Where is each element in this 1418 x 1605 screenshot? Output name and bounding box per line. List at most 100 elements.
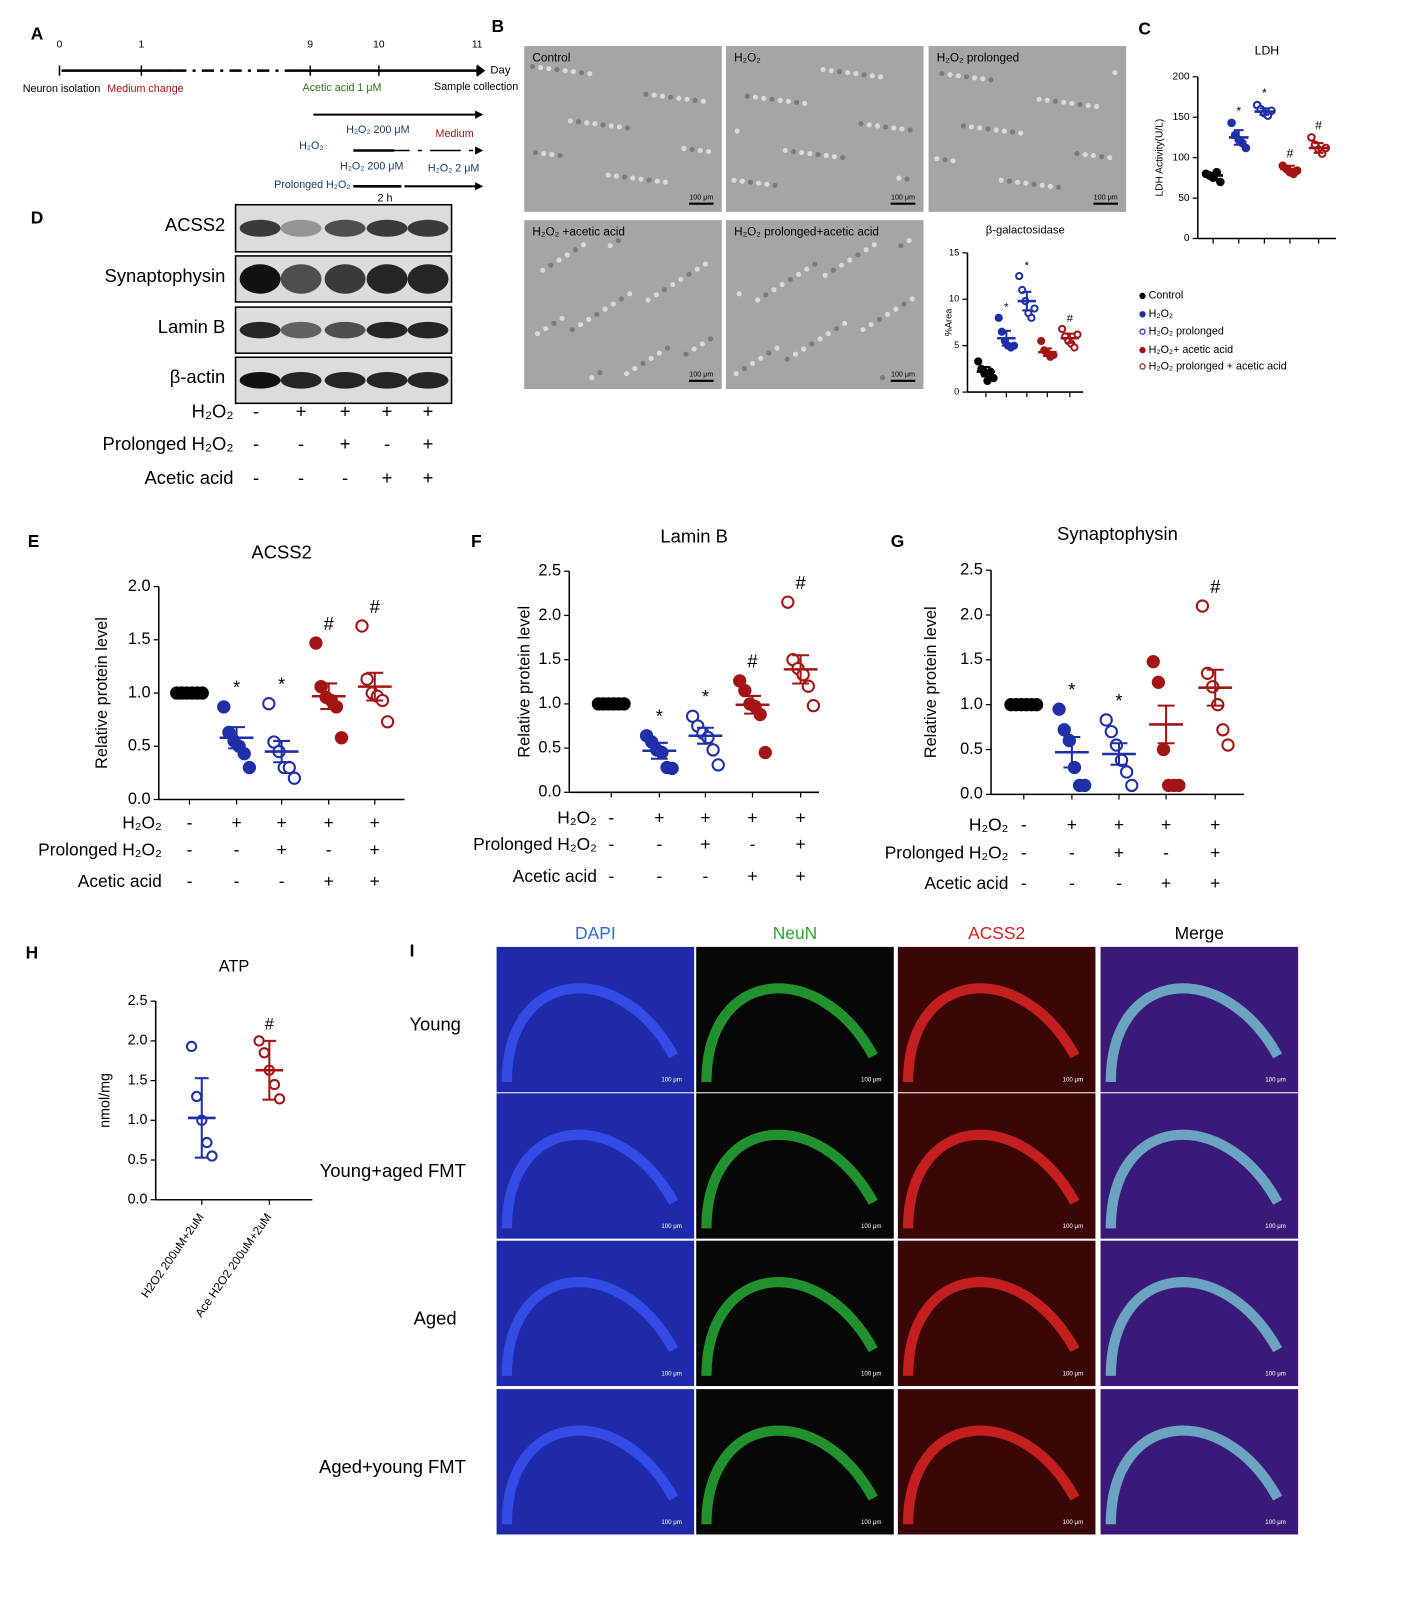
data-point <box>994 313 1003 322</box>
data-point <box>268 1078 281 1091</box>
fluorescence-image <box>897 1240 1096 1387</box>
condition-sign: - <box>253 400 259 421</box>
scale-label: 100 μm <box>891 371 915 379</box>
cell <box>616 124 622 130</box>
cell <box>575 119 582 125</box>
scale-label: 100 μm <box>891 193 915 201</box>
condition-sign: - <box>187 839 193 859</box>
cell <box>885 311 891 317</box>
condition-label: Acetic acid <box>144 467 233 488</box>
y-tick-label: 15 <box>949 247 959 257</box>
cell <box>874 123 880 129</box>
cell <box>969 124 975 130</box>
condition-sign: + <box>382 400 393 421</box>
cell <box>749 360 756 366</box>
y-tick-label: 1.5 <box>538 650 561 668</box>
tissue-layer <box>701 1425 878 1525</box>
data-point <box>706 743 720 757</box>
data-point <box>380 715 395 729</box>
cell <box>699 341 705 347</box>
scale-label: 100 μm <box>689 193 713 201</box>
cell <box>988 77 994 83</box>
cell <box>823 153 829 159</box>
cell <box>700 98 706 104</box>
cell <box>812 261 818 267</box>
data-point <box>1104 724 1118 739</box>
x-tick-label: Ace H2O2 200uM+2uM <box>193 1211 274 1319</box>
y-tick-label: 2.5 <box>960 561 983 579</box>
condition-label: Acetic acid <box>78 871 162 891</box>
cell <box>578 70 585 76</box>
cell <box>1069 100 1075 106</box>
cell <box>896 175 902 181</box>
cell <box>836 69 843 75</box>
scale-label: 100 μm <box>661 1223 682 1230</box>
cell <box>681 145 687 151</box>
timeline-day: 9 <box>307 40 313 51</box>
data-point <box>273 1093 286 1105</box>
cell <box>893 306 899 312</box>
cell <box>564 252 570 258</box>
cell <box>909 296 915 302</box>
band <box>324 321 366 339</box>
y-tick-label: 0.5 <box>128 1152 148 1168</box>
cell <box>733 371 739 377</box>
cell <box>1044 97 1050 103</box>
cell <box>670 282 676 288</box>
chart-title: Lamin B <box>660 525 728 546</box>
cell <box>934 156 940 162</box>
data-point <box>1156 742 1171 757</box>
cell <box>662 179 669 185</box>
condition-sign: + <box>796 834 806 854</box>
micrograph-label: H₂O₂ prolonged <box>937 51 1019 64</box>
y-axis-label: LDH Activity(U/L) <box>1155 119 1166 197</box>
fluorescence-image <box>897 1093 1096 1239</box>
cell <box>734 128 740 134</box>
cell <box>771 287 777 293</box>
cell <box>828 68 834 74</box>
cell <box>664 345 671 351</box>
fluorescence-image <box>1100 1389 1299 1535</box>
legend-label: H₂O₂+ acetic acid <box>1149 344 1233 356</box>
cell <box>548 262 554 268</box>
y-tick-label: 2.5 <box>128 993 148 1009</box>
cell <box>605 172 611 178</box>
significance-mark: * <box>278 674 285 695</box>
data-point <box>1307 133 1316 142</box>
data-point <box>1120 765 1134 779</box>
cell <box>556 257 562 263</box>
cell <box>656 350 662 356</box>
band <box>280 219 322 237</box>
cell <box>1074 150 1080 157</box>
cell <box>702 261 708 267</box>
cell <box>686 271 692 277</box>
significance-mark: # <box>1210 576 1221 597</box>
data-point <box>201 1136 213 1149</box>
cell <box>985 126 991 132</box>
condition-sign: - <box>384 433 390 454</box>
data-point <box>655 745 669 760</box>
band <box>239 219 281 237</box>
condition-sign: + <box>382 467 393 488</box>
cell <box>869 73 875 79</box>
tissue-layer <box>701 983 878 1083</box>
cell <box>876 316 883 322</box>
condition-sign: - <box>342 467 348 488</box>
cell <box>534 331 541 337</box>
condition-sign: - <box>253 467 259 488</box>
data-point <box>989 374 998 383</box>
timeline-day: 0 <box>57 40 63 51</box>
cell <box>608 123 614 129</box>
micrograph-label: H₂O₂ prolonged+acetic acid <box>734 225 879 238</box>
condition-sign: + <box>1114 842 1124 862</box>
significance-mark: * <box>1262 86 1267 100</box>
condition-sign: - <box>750 834 756 854</box>
micrograph <box>725 220 924 389</box>
condition-sign: + <box>1210 815 1220 835</box>
cell <box>1009 129 1016 135</box>
cell <box>1107 155 1113 161</box>
cell <box>546 66 552 72</box>
condition-label: H₂O₂ <box>557 808 597 828</box>
tissue-layer <box>902 983 1080 1083</box>
